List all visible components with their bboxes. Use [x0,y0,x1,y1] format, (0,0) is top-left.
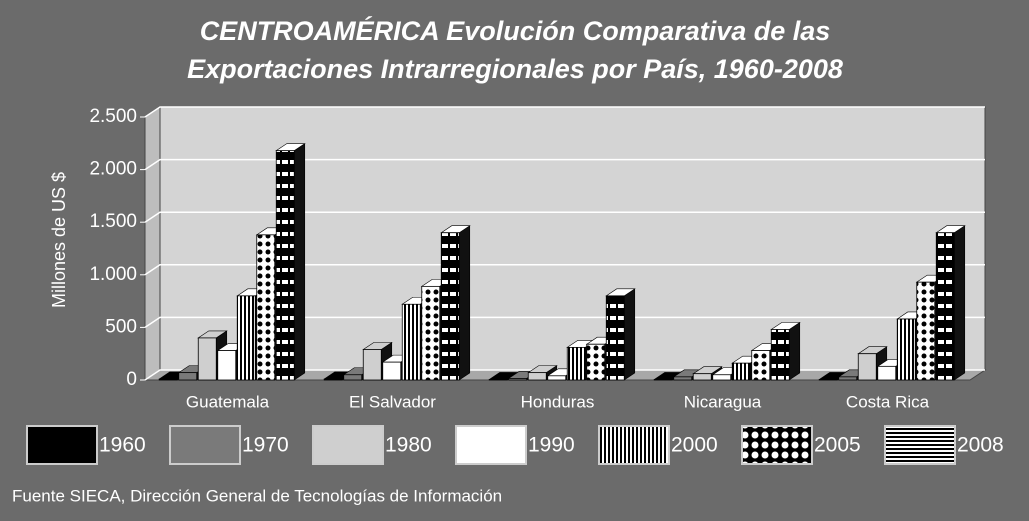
x-tick-label: Honduras [521,392,595,411]
bar [197,337,217,381]
bar [857,353,877,381]
bar [158,378,178,381]
bar [916,281,936,381]
bar [712,374,732,381]
y-tick-label: 1.500 [89,211,137,232]
bar [770,329,790,381]
source-note: Fuente SIECA, Dirección General de Tecno… [12,486,502,505]
bar-side [623,288,636,381]
legend-swatch [169,425,241,465]
bar [527,372,547,381]
bar [382,361,402,381]
legend-swatch [312,425,384,465]
side-wall [144,106,161,381]
grid-line [144,158,985,171]
bar [323,378,343,381]
y-tick-label: 2.000 [89,159,137,180]
chart-title: CENTROAMÉRICA Evolución Comparativa de l… [200,15,831,46]
grid-line [144,264,985,276]
grid-line [144,211,985,223]
bar [653,379,673,381]
bar [256,234,276,381]
bar-side [293,143,306,381]
bar [401,303,421,381]
bar-side [458,225,471,381]
bar [877,365,897,381]
legend-label: 2005 [814,434,861,457]
bar [692,373,712,381]
y-tick-label: 0 [126,369,137,390]
bar [566,346,586,381]
y-tick-label: 500 [105,316,137,337]
bar [547,375,567,381]
legend-swatch [455,425,527,465]
legend-label: 1990 [528,434,575,457]
y-tick-label: 2.500 [89,106,137,127]
bar [673,376,693,381]
bar [488,379,508,381]
x-tick-label: Nicaragua [684,392,762,411]
bar-side [788,321,801,381]
y-tick-label: 1.000 [89,264,137,285]
bar [178,372,198,381]
bar [818,379,838,381]
legend-label: 2000 [671,434,718,457]
x-tick-label: El Salvador [349,392,436,411]
bar [217,350,237,381]
bar [421,285,441,381]
bar [440,232,460,381]
bar [508,378,528,381]
y-axis-label: Millones de US $ [49,172,69,308]
bar [935,232,955,381]
x-tick-label: Costa Rica [846,392,930,411]
bar [751,350,771,381]
bar [275,150,295,381]
legend-label: 1980 [385,434,432,457]
chart-title: Exportaciones Intrarregionales por País,… [187,54,843,84]
grid-line [144,106,985,118]
bar [896,318,916,381]
bar-side [953,225,966,381]
grid-line [144,316,985,329]
bar [586,343,606,381]
bar [731,362,751,381]
legend-label: 1960 [99,434,146,457]
bar [343,374,363,381]
legend-label: 1970 [242,434,289,457]
legend-label: 2008 [957,434,1004,457]
bar [236,295,256,381]
legend-swatch [598,425,670,465]
bar [838,376,858,381]
legend-swatch [26,425,98,465]
bar [362,349,382,381]
legend-swatch [884,425,956,465]
legend-swatch [741,425,813,465]
x-tick-label: Guatemala [186,392,270,411]
bar [605,295,625,381]
